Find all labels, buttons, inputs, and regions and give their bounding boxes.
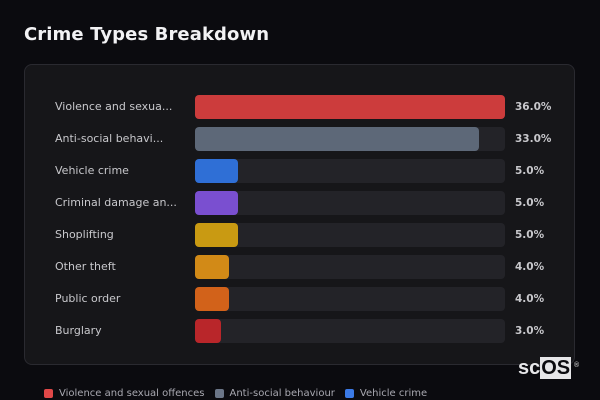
bar-fill[interactable] [195, 95, 505, 119]
bar-row[interactable]: Public order 4.0% [0, 287, 600, 311]
legend-item[interactable]: Violence and sexual offences [44, 388, 205, 399]
bar-label: Other theft [55, 260, 116, 273]
bar-row[interactable]: Criminal damage an... 5.0% [0, 191, 600, 215]
legend-swatch-icon [214, 388, 224, 398]
legend-item[interactable]: Anti-social behaviour [214, 387, 335, 399]
legend-swatch-icon [344, 388, 354, 398]
bar-row[interactable]: Shoplifting 5.0% [0, 223, 600, 247]
bar-fill[interactable] [195, 319, 221, 343]
legend-label: Anti-social behaviour [229, 387, 335, 399]
bar-track [195, 191, 505, 215]
bar-value: 4.0% [515, 293, 545, 305]
legend-item[interactable]: Vehicle crime [344, 387, 428, 399]
bar-value: 36.0% [515, 101, 552, 113]
bar-track [195, 319, 505, 343]
chart-legend: Violence and sexual offences Anti-social … [44, 386, 437, 400]
bar-label: Anti-social behavi... [55, 132, 164, 145]
bar-track [195, 255, 505, 279]
bar-fill[interactable] [195, 287, 229, 311]
bar-fill[interactable] [195, 255, 229, 279]
bar-track [195, 95, 505, 119]
bar-label: Public order [55, 292, 121, 305]
bar-row[interactable]: Other theft 4.0% [0, 255, 600, 279]
bar-row[interactable]: Vehicle crime 5.0% [0, 159, 600, 183]
bar-track [195, 127, 505, 151]
bar-track [195, 159, 505, 183]
legend-swatch-icon [44, 388, 53, 398]
bar-value: 5.0% [515, 165, 545, 177]
chart-title: Crime Types Breakdown [24, 24, 270, 45]
bar-value: 3.0% [515, 325, 545, 337]
bar-fill[interactable] [195, 159, 238, 183]
bar-label: Vehicle crime [55, 164, 129, 177]
bar-label: Criminal damage an... [55, 196, 177, 209]
bar-value: 5.0% [515, 229, 545, 241]
bar-row[interactable]: Violence and sexua... 36.0% [0, 95, 600, 119]
bar-fill[interactable] [195, 127, 479, 151]
bar-track [195, 223, 505, 247]
bar-label: Burglary [55, 324, 102, 337]
legend-label: Violence and sexual offences [59, 387, 205, 399]
bar-label: Violence and sexua... [55, 100, 173, 113]
scos-logo: scOS ® [518, 357, 580, 379]
bar-row[interactable]: Burglary 3.0% [0, 319, 600, 343]
bar-value: 4.0% [515, 261, 545, 273]
bar-track [195, 287, 505, 311]
bar-fill[interactable] [195, 223, 238, 247]
legend-label: Vehicle crime [359, 387, 428, 399]
bar-label: Shoplifting [55, 228, 114, 241]
bar-row[interactable]: Anti-social behavi... 33.0% [0, 127, 600, 151]
bar-value: 5.0% [515, 197, 545, 209]
bar-value: 33.0% [515, 133, 552, 145]
bar-fill[interactable] [195, 191, 238, 215]
